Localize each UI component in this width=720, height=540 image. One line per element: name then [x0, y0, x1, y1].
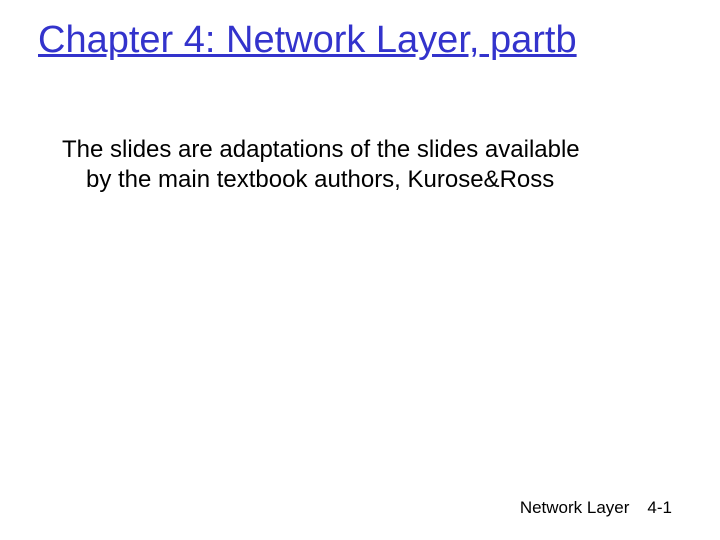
- footer-page-number: 4-1: [647, 498, 672, 517]
- slide-body-text: The slides are adaptations of the slides…: [38, 135, 598, 195]
- footer-label: Network Layer: [520, 498, 630, 517]
- slide-footer: Network Layer 4-1: [520, 498, 672, 518]
- slide-title: Chapter 4: Network Layer, partb: [38, 18, 578, 64]
